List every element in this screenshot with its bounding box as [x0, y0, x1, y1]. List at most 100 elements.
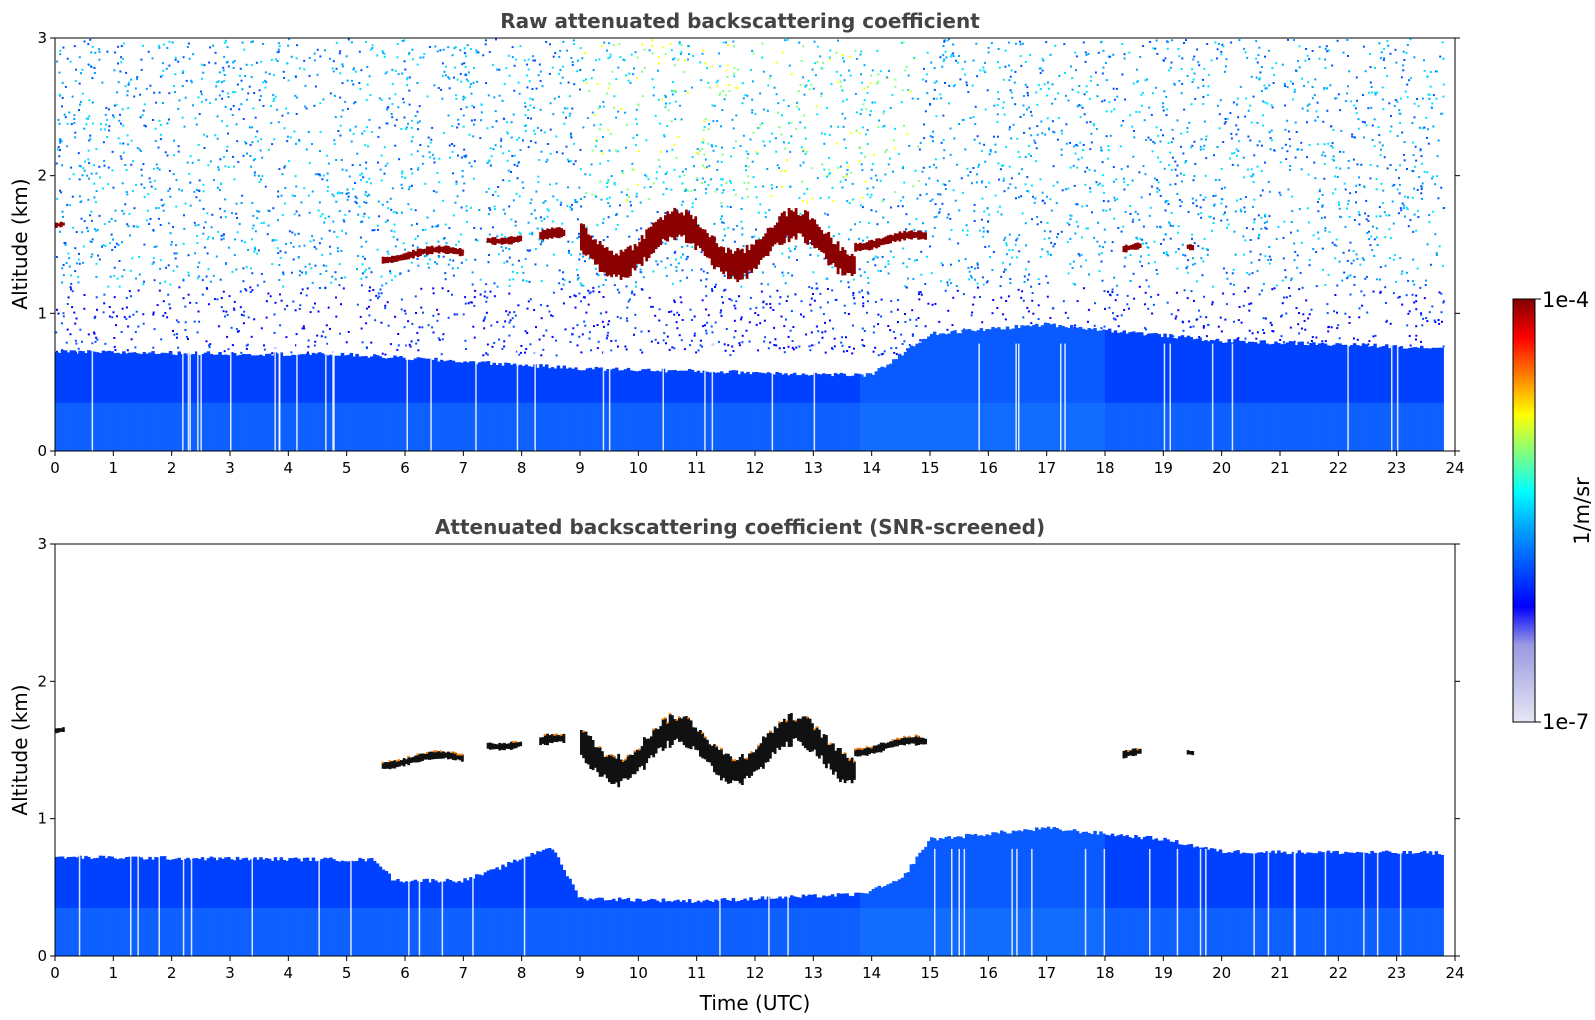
noise-pixel — [704, 324, 706, 327]
noise-pixel — [152, 311, 155, 314]
noise-pixel — [1142, 225, 1145, 228]
noise-pixel — [1088, 97, 1091, 100]
noise-pixel — [1394, 98, 1397, 101]
noise-pixel — [936, 179, 939, 182]
noise-pixel — [1402, 153, 1405, 156]
noise-pixel — [282, 271, 285, 274]
noise-pixel — [237, 161, 240, 164]
noise-pixel — [88, 115, 91, 118]
noise-pixel — [214, 98, 217, 101]
noise-pixel — [925, 255, 928, 258]
noise-pixel — [618, 43, 621, 46]
noise-pixel — [322, 330, 325, 333]
noise-pixel — [1279, 194, 1282, 197]
noise-pixel — [95, 262, 98, 265]
noise-pixel — [640, 288, 643, 291]
noise-pixel — [859, 132, 861, 135]
noise-pixel — [1120, 314, 1123, 317]
noise-pixel — [465, 348, 467, 350]
noise-pixel — [568, 115, 571, 117]
noise-pixel — [205, 340, 208, 343]
noise-pixel — [427, 324, 430, 327]
noise-pixel — [479, 278, 482, 281]
noise-pixel — [1308, 103, 1311, 106]
noise-pixel — [126, 94, 129, 97]
noise-pixel — [966, 167, 969, 170]
noise-pixel — [842, 100, 845, 103]
noise-pixel — [126, 223, 129, 226]
noise-pixel — [384, 221, 387, 224]
noise-pixel — [833, 337, 836, 340]
noise-pixel — [111, 248, 114, 251]
noise-pixel — [294, 309, 297, 312]
noise-pixel — [360, 277, 363, 280]
noise-pixel — [1268, 255, 1271, 258]
noise-pixel — [808, 88, 811, 91]
noise-pixel — [159, 267, 162, 270]
noise-pixel — [198, 320, 201, 323]
noise-pixel — [779, 296, 782, 299]
noise-pixel — [143, 280, 145, 283]
noise-pixel — [305, 107, 308, 110]
noise-pixel — [386, 301, 389, 304]
noise-pixel — [942, 183, 945, 186]
noise-pixel — [93, 67, 96, 69]
noise-pixel — [785, 235, 788, 238]
noise-pixel — [430, 138, 433, 141]
noise-pixel — [361, 263, 364, 266]
noise-pixel — [427, 145, 430, 148]
noise-pixel — [658, 165, 661, 168]
noise-pixel — [1217, 325, 1220, 328]
noise-pixel — [648, 49, 651, 52]
noise-pixel — [345, 341, 348, 344]
noise-pixel — [1190, 290, 1193, 293]
noise-pixel — [549, 43, 551, 46]
noise-pixel — [643, 186, 646, 189]
noise-pixel — [533, 129, 536, 132]
noise-pixel — [1164, 57, 1167, 60]
noise-pixel — [781, 114, 783, 117]
noise-pixel — [1260, 66, 1263, 68]
noise-pixel — [470, 301, 473, 304]
noise-pixel — [997, 162, 1000, 165]
noise-pixel — [276, 108, 279, 111]
noise-pixel — [1236, 199, 1238, 202]
noise-pixel — [540, 317, 543, 320]
noise-pixel — [1389, 130, 1392, 133]
noise-pixel — [1122, 119, 1125, 122]
noise-pixel — [183, 214, 185, 217]
noise-pixel — [414, 209, 417, 212]
noise-pixel — [1180, 92, 1183, 95]
noise-pixel — [132, 313, 135, 316]
noise-pixel — [214, 51, 217, 54]
noise-pixel — [826, 288, 829, 290]
noise-pixel — [923, 137, 926, 140]
noise-pixel — [702, 270, 705, 273]
noise-pixel — [602, 239, 605, 242]
noise-pixel — [666, 150, 668, 153]
noise-pixel — [411, 184, 413, 187]
noise-pixel — [969, 274, 972, 277]
noise-pixel — [1202, 148, 1205, 151]
noise-pixel — [1437, 197, 1440, 200]
noise-pixel — [1189, 146, 1192, 149]
noise-pixel — [966, 234, 969, 236]
noise-pixel — [670, 49, 673, 52]
noise-pixel — [948, 102, 950, 105]
noise-pixel — [806, 201, 809, 204]
noise-pixel — [905, 286, 908, 289]
noise-pixel — [460, 156, 463, 159]
noise-pixel — [702, 49, 705, 52]
noise-pixel — [58, 155, 61, 158]
noise-pixel — [405, 126, 408, 129]
noise-pixel — [806, 187, 809, 190]
noise-pixel — [973, 203, 976, 206]
noise-pixel — [678, 314, 680, 316]
noise-pixel — [787, 345, 790, 348]
noise-pixel — [1172, 225, 1175, 228]
noise-pixel — [628, 72, 631, 75]
noise-pixel — [1284, 104, 1286, 107]
noise-pixel — [1307, 221, 1310, 224]
noise-pixel — [574, 199, 577, 201]
noise-pixel — [223, 74, 226, 76]
